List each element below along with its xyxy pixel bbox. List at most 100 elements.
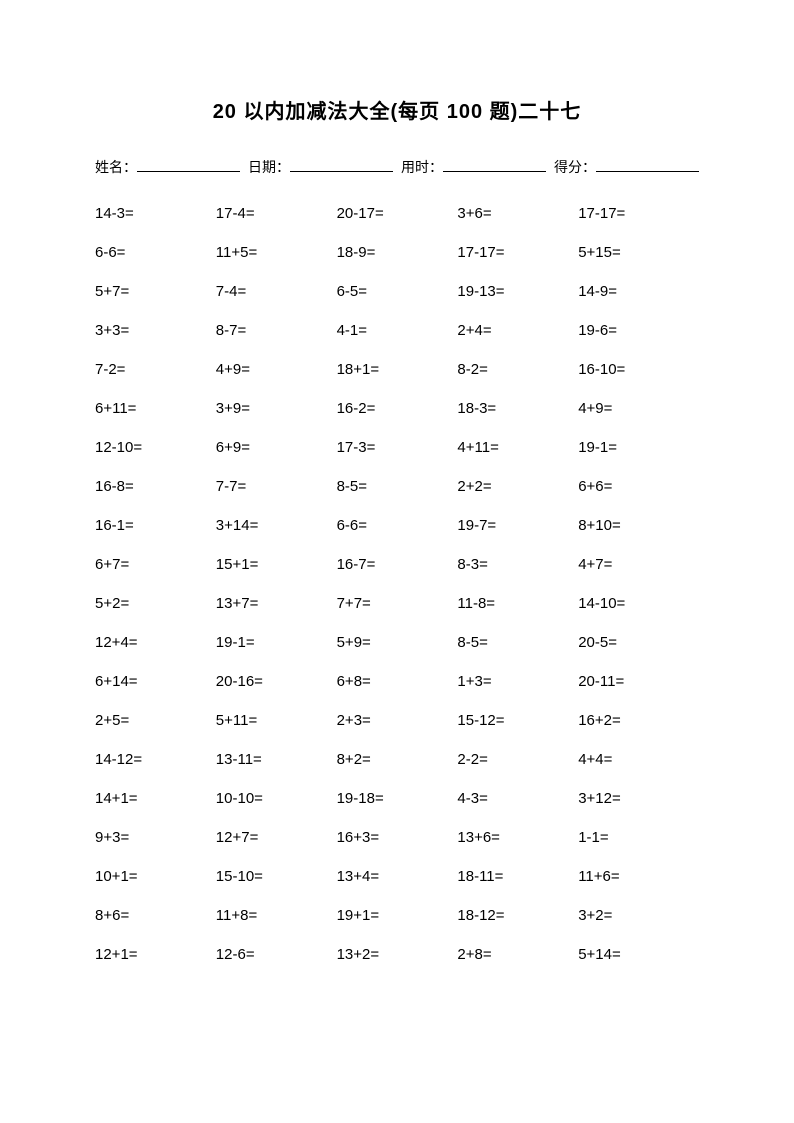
header-row: 姓名： 日期： 用时： 得分： [95,156,699,177]
date-field: 日期： [248,156,393,177]
problem-cell: 3+9= [216,400,337,417]
page-title: 20 以内加减法大全(每页 100 题)二十七 [95,95,699,124]
problem-cell: 14-3= [95,205,216,222]
problem-cell: 19-18= [337,790,458,807]
problem-cell: 15-10= [216,868,337,885]
problem-cell: 16-1= [95,517,216,534]
problem-cell: 5+15= [578,244,699,261]
problem-cell: 18-9= [337,244,458,261]
problem-cell: 11+6= [578,868,699,885]
problem-cell: 6+9= [216,439,337,456]
problem-cell: 17-4= [216,205,337,222]
problem-cell: 19-13= [457,283,578,300]
problem-cell: 4+11= [457,439,578,456]
problem-cell: 3+2= [578,907,699,924]
problem-cell: 10-10= [216,790,337,807]
problem-cell: 5+2= [95,595,216,612]
problem-cell: 14+1= [95,790,216,807]
problem-cell: 13+2= [337,946,458,963]
problem-cell: 19-6= [578,322,699,339]
problem-cell: 2+2= [457,478,578,495]
problem-cell: 16-10= [578,361,699,378]
problem-cell: 4-3= [457,790,578,807]
problem-cell: 8-3= [457,556,578,573]
problem-cell: 12+7= [216,829,337,846]
problem-cell: 14-9= [578,283,699,300]
time-line[interactable] [443,156,546,172]
problem-cell: 2+8= [457,946,578,963]
problem-cell: 15+1= [216,556,337,573]
problem-cell: 6+7= [95,556,216,573]
problem-cell: 4-1= [337,322,458,339]
problem-cell: 6+6= [578,478,699,495]
problem-cell: 5+14= [578,946,699,963]
problems-grid: 14-3=17-4=20-17=3+6=17-17=6-6=11+5=18-9=… [95,205,699,963]
problem-cell: 20-11= [578,673,699,690]
problem-cell: 12+1= [95,946,216,963]
problem-cell: 13+6= [457,829,578,846]
problem-cell: 7-7= [216,478,337,495]
problem-cell: 3+12= [578,790,699,807]
problem-cell: 16-8= [95,478,216,495]
problem-cell: 7-2= [95,361,216,378]
problem-cell: 15-12= [457,712,578,729]
problem-cell: 17-3= [337,439,458,456]
problem-cell: 17-17= [457,244,578,261]
problem-cell: 18-12= [457,907,578,924]
problem-cell: 7+7= [337,595,458,612]
problem-cell: 8+10= [578,517,699,534]
problem-cell: 8+6= [95,907,216,924]
score-line[interactable] [596,156,699,172]
problem-cell: 16-7= [337,556,458,573]
date-line[interactable] [290,156,393,172]
problem-cell: 5+9= [337,634,458,651]
problem-cell: 8-5= [337,478,458,495]
problem-cell: 6-6= [95,244,216,261]
time-field: 用时： [401,156,546,177]
problem-cell: 1+3= [457,673,578,690]
problem-cell: 13+4= [337,868,458,885]
problem-cell: 12-10= [95,439,216,456]
problem-cell: 19-7= [457,517,578,534]
problem-cell: 10+1= [95,868,216,885]
problem-cell: 14-10= [578,595,699,612]
problem-cell: 20-16= [216,673,337,690]
problem-cell: 3+14= [216,517,337,534]
problem-cell: 6+14= [95,673,216,690]
name-label: 姓名： [95,157,137,177]
problem-cell: 16+3= [337,829,458,846]
problem-cell: 11-8= [457,595,578,612]
name-field: 姓名： [95,156,240,177]
problem-cell: 1-1= [578,829,699,846]
problem-cell: 17-17= [578,205,699,222]
problem-cell: 13+7= [216,595,337,612]
problem-cell: 4+9= [578,400,699,417]
score-label: 得分： [554,157,596,177]
problem-cell: 4+7= [578,556,699,573]
score-field: 得分： [554,156,699,177]
problem-cell: 19+1= [337,907,458,924]
problem-cell: 11+8= [216,907,337,924]
problem-cell: 3+3= [95,322,216,339]
problem-cell: 12+4= [95,634,216,651]
problem-cell: 13-11= [216,751,337,768]
problem-cell: 9+3= [95,829,216,846]
problem-cell: 3+6= [457,205,578,222]
problem-cell: 6-6= [337,517,458,534]
problem-cell: 4+4= [578,751,699,768]
problem-cell: 20-17= [337,205,458,222]
problem-cell: 6+8= [337,673,458,690]
problem-cell: 2+4= [457,322,578,339]
problem-cell: 4+9= [216,361,337,378]
problem-cell: 19-1= [578,439,699,456]
problem-cell: 11+5= [216,244,337,261]
problem-cell: 16-2= [337,400,458,417]
problem-cell: 8-7= [216,322,337,339]
problem-cell: 5+11= [216,712,337,729]
problem-cell: 20-5= [578,634,699,651]
name-line[interactable] [137,156,240,172]
problem-cell: 14-12= [95,751,216,768]
problem-cell: 18+1= [337,361,458,378]
problem-cell: 12-6= [216,946,337,963]
time-label: 用时： [401,157,443,177]
